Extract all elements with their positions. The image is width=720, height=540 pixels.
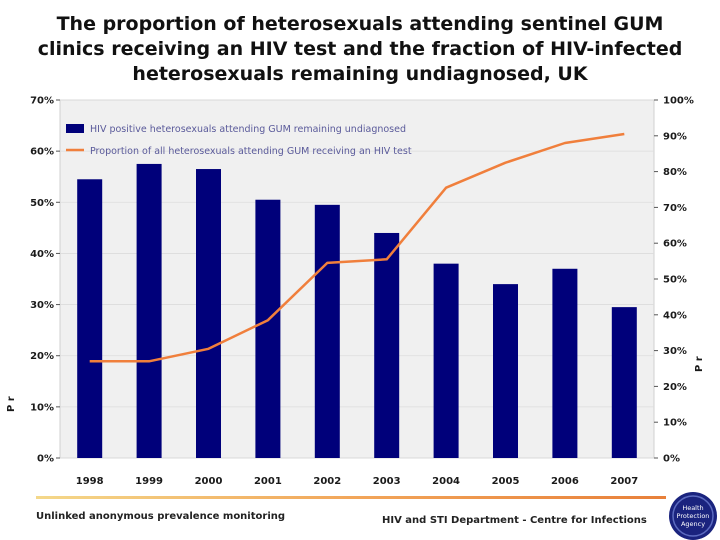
logo-line-3: Agency — [681, 520, 705, 528]
legend: HIV positive heterosexuals attending GUM… — [66, 124, 412, 157]
bar-2000 — [196, 169, 221, 459]
bar-2007 — [611, 307, 637, 458]
line-series-hiv-test — [89, 132, 625, 363]
bar-1999 — [136, 163, 162, 458]
left-tick-label-3: 30% — [30, 300, 54, 311]
right-tick-label-6: 60% — [663, 239, 687, 250]
left-axis-label: P r — [6, 396, 17, 412]
bar-2003 — [374, 232, 400, 458]
x-label-2006: 2006 — [551, 476, 579, 487]
bar-2006 — [552, 268, 578, 458]
x-label-1999: 1999 — [135, 476, 163, 487]
x-label-2001: 2001 — [254, 476, 282, 487]
bar-2005 — [493, 284, 518, 458]
x-label-1998: 1998 — [76, 476, 104, 487]
right-tick-label-9: 90% — [663, 131, 687, 142]
left-tick-label-4: 40% — [30, 249, 54, 260]
right-tick-label-10: 100% — [663, 96, 694, 107]
left-tick-label-1: 10% — [30, 402, 54, 413]
footer-divider — [36, 496, 666, 499]
title-line-2: clinics receiving an HIV test and the fr… — [37, 38, 683, 60]
x-label-2007: 2007 — [610, 476, 638, 487]
logo-line-2: Protection — [677, 512, 710, 520]
bar-1998 — [77, 179, 103, 458]
legend-label-bar: HIV positive heterosexuals attending GUM… — [90, 124, 406, 135]
x-label-2000: 2000 — [195, 476, 223, 487]
legend-swatch-bar — [66, 124, 84, 133]
hpa-logo: Health Protection Agency — [669, 492, 717, 540]
title-line-1: The proportion of heterosexuals attendin… — [56, 13, 664, 35]
left-tick-label-5: 50% — [30, 198, 54, 209]
chart-title: The proportion of heterosexuals attendin… — [20, 12, 700, 87]
x-label-2003: 2003 — [373, 476, 401, 487]
bar-2004 — [433, 263, 459, 458]
footer-department-text: HIV and STI Department - Centre for Infe… — [382, 515, 647, 526]
left-tick-label-7: 70% — [30, 96, 54, 107]
footer-source-text: Unlinked anonymous prevalence monitoring — [36, 511, 286, 522]
x-label-2005: 2005 — [492, 476, 520, 487]
right-tick-label-4: 40% — [663, 310, 687, 321]
legend-label-line: Proportion of all heterosexuals attendin… — [90, 146, 412, 157]
right-axis-label: P r — [694, 356, 705, 372]
title-line-3: heterosexuals remaining undiagnosed, UK — [132, 63, 588, 85]
right-tick-label-8: 80% — [663, 167, 687, 178]
bar-2002 — [314, 204, 340, 458]
x-label-2002: 2002 — [313, 476, 341, 487]
x-label-2004: 2004 — [432, 476, 460, 487]
right-tick-label-1: 10% — [663, 418, 687, 429]
right-tick-label-7: 70% — [663, 203, 687, 214]
right-tick-label-0: 0% — [663, 454, 680, 465]
right-tick-label-3: 30% — [663, 346, 687, 357]
left-tick-label-6: 60% — [30, 147, 54, 158]
logo-line-1: Health — [682, 504, 703, 512]
right-tick-label-5: 50% — [663, 275, 687, 286]
left-tick-label-0: 0% — [37, 454, 54, 465]
bar-2001 — [255, 199, 281, 458]
right-tick-label-2: 20% — [663, 382, 687, 393]
left-tick-label-2: 20% — [30, 351, 54, 362]
